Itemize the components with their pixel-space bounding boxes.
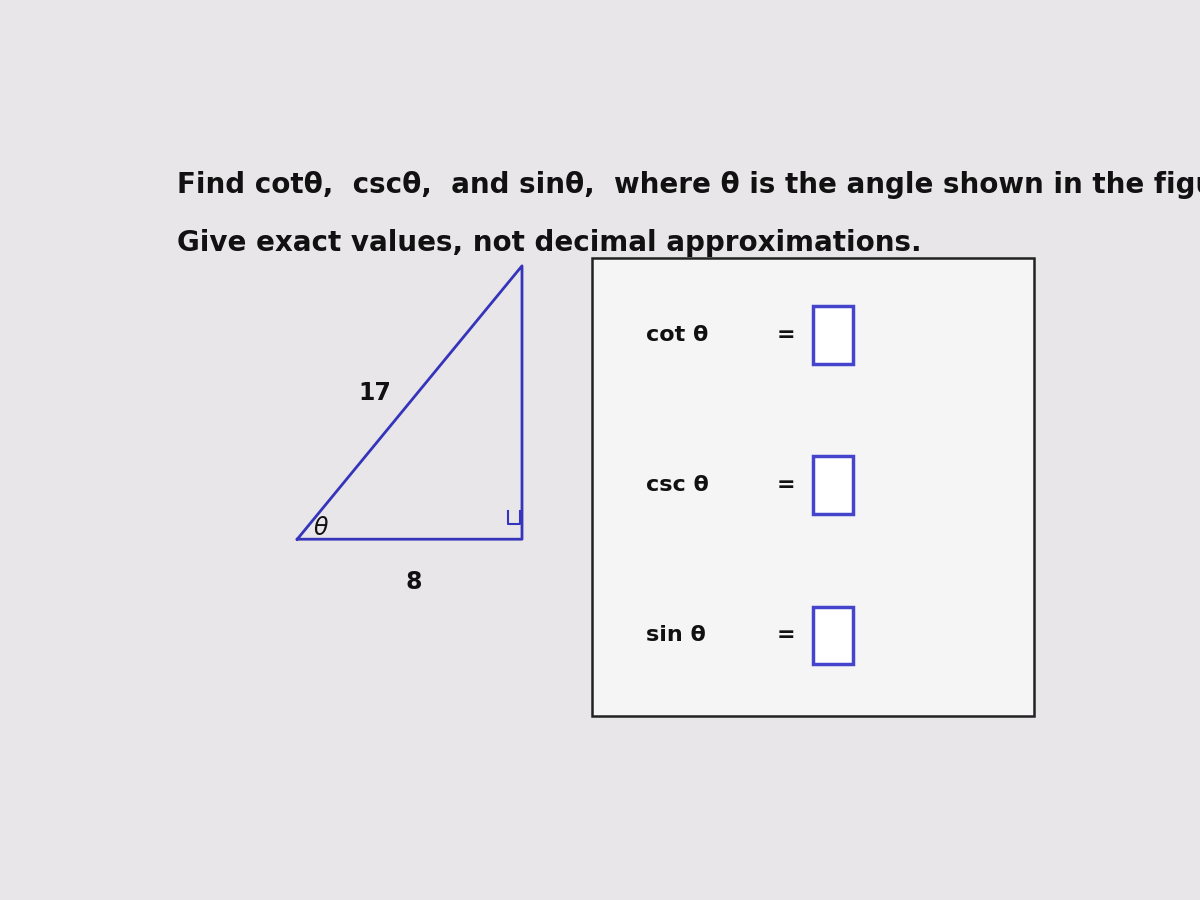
Text: cot θ: cot θ — [646, 325, 708, 345]
Text: =: = — [776, 325, 794, 345]
Text: 17: 17 — [359, 381, 391, 405]
Text: Give exact values, not decimal approximations.: Give exact values, not decimal approxima… — [178, 229, 922, 256]
Text: =: = — [776, 626, 794, 645]
Text: Find cotθ,  cscθ,  and sinθ,  where θ is the angle shown in the figure.: Find cotθ, cscθ, and sinθ, where θ is th… — [178, 171, 1200, 199]
Text: θ: θ — [313, 516, 328, 540]
Text: sin θ: sin θ — [646, 626, 706, 645]
Bar — [812, 306, 853, 364]
Bar — [812, 607, 853, 664]
Text: =: = — [776, 475, 794, 495]
Bar — [812, 456, 853, 514]
Text: 8: 8 — [406, 570, 421, 594]
Bar — [592, 258, 1033, 716]
Text: csc θ: csc θ — [646, 475, 709, 495]
